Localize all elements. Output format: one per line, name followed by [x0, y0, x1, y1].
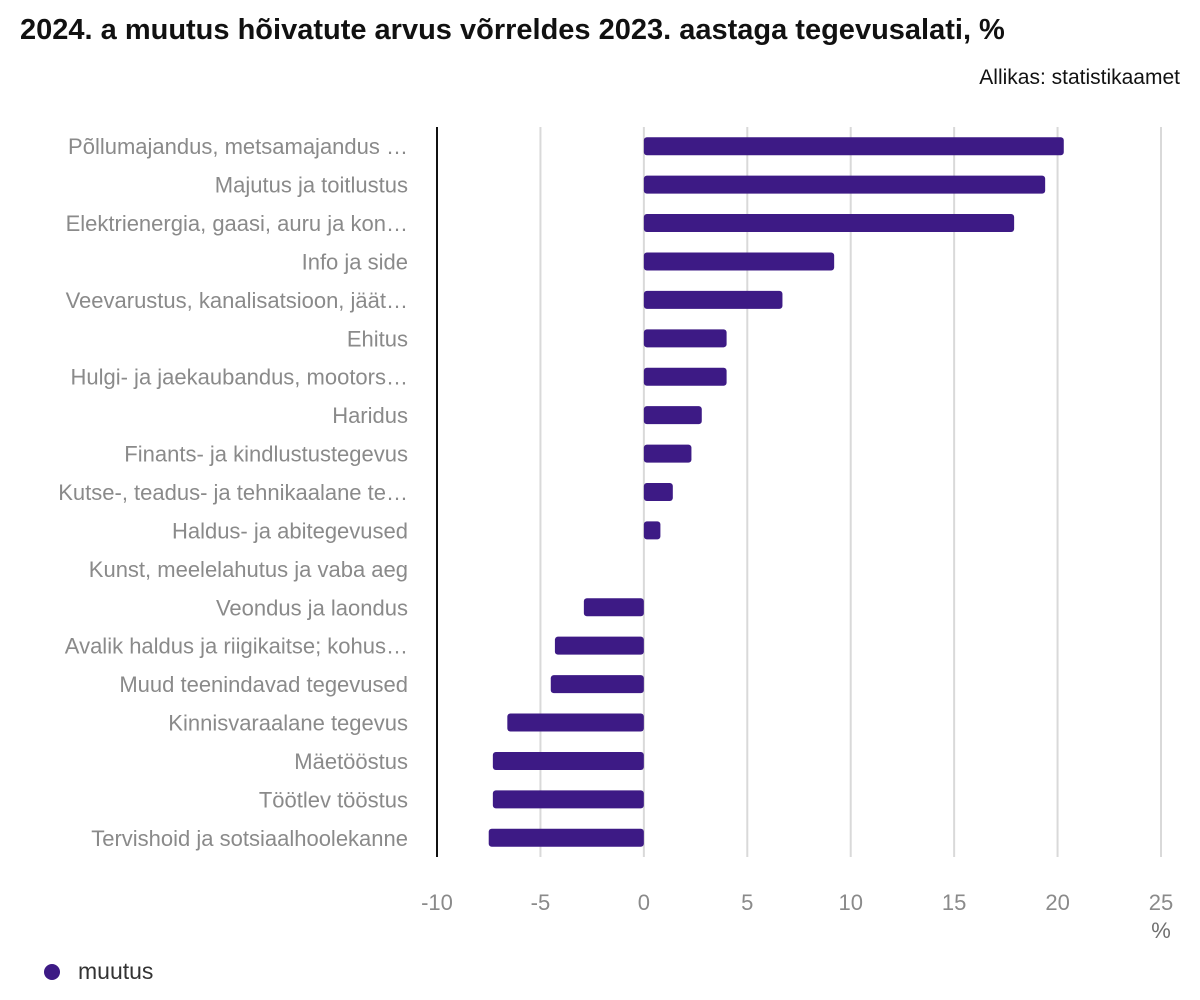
category-label: Finants- ja kindlustustegevus [124, 442, 408, 467]
category-label: Veondus ja laondus [216, 595, 408, 620]
bar [507, 713, 644, 732]
bar [643, 521, 661, 540]
category-label: Elektrienergia, gaasi, auru ja kon… [66, 211, 408, 236]
grid-lines [539, 127, 1162, 857]
x-tick-label: 0 [638, 890, 650, 915]
legend-marker [44, 963, 60, 980]
category-label: Majutus ja toitlustus [215, 173, 408, 198]
bar [643, 406, 702, 425]
bar [643, 175, 1046, 194]
bar [643, 214, 1015, 233]
category-label: Ehitus [347, 326, 408, 351]
bar [583, 598, 644, 617]
bar-chart: Põllumajandus, metsamajandus … Majutus ja… [58, 127, 1173, 943]
bar [643, 137, 1064, 156]
category-label: Haldus- ja abitegevused [172, 518, 408, 543]
x-tick-label: 5 [741, 890, 753, 915]
bar [492, 790, 644, 809]
x-unit-label: % [1151, 918, 1171, 943]
x-tick-label: -10 [421, 890, 453, 915]
bar [643, 367, 727, 386]
category-label: Põllumajandus, metsamajandus … [68, 134, 408, 159]
bar [643, 444, 692, 463]
category-label: Veevarustus, kanalisatsioon, jäät… [66, 288, 408, 313]
bar [492, 751, 644, 770]
bar [643, 290, 783, 309]
category-labels: Põllumajandus, metsamajandus … Majutus ja… [58, 134, 408, 851]
source-note: Allikas: statistikaamet [979, 66, 1180, 89]
x-tick-labels: -10 -5 0 5 10 15 20 25 [421, 890, 1173, 915]
bar [554, 636, 644, 655]
bar [643, 483, 673, 501]
x-tick-label: -5 [531, 890, 551, 915]
bar [488, 828, 644, 847]
category-label: Kinnisvaraalane tegevus [168, 711, 408, 736]
bar [550, 675, 644, 694]
bar [643, 329, 727, 348]
category-label: Mäetööstus [294, 749, 408, 774]
x-tick-label: 15 [942, 890, 966, 915]
x-tick-label: 25 [1149, 890, 1173, 915]
category-label: Muud teenindavad tegevused [119, 672, 408, 697]
category-label: Tervishoid ja sotsiaalhoolekanne [91, 826, 408, 851]
legend: muutus [44, 958, 153, 985]
chart-title: 2024. a muutus hõivatute arvus võrreldes… [20, 14, 1005, 46]
category-label: Kunst, meelelahutus ja vaba aeg [89, 557, 408, 582]
category-label: Avalik haldus ja riigikaitse; kohus… [65, 634, 408, 659]
bar [643, 252, 835, 271]
x-tick-label: 20 [1045, 890, 1069, 915]
category-label: Info ja side [302, 249, 408, 274]
bars [488, 137, 1064, 847]
category-label: Hulgi- ja jaekaubandus, mootors… [70, 365, 408, 390]
x-tick-label: 10 [838, 890, 862, 915]
category-label: Haridus [332, 403, 408, 428]
category-label: Kutse-, teadus- ja tehnikaalane te… [58, 480, 408, 505]
legend-label: muutus [78, 958, 154, 984]
category-label: Töötlev tööstus [259, 787, 408, 812]
